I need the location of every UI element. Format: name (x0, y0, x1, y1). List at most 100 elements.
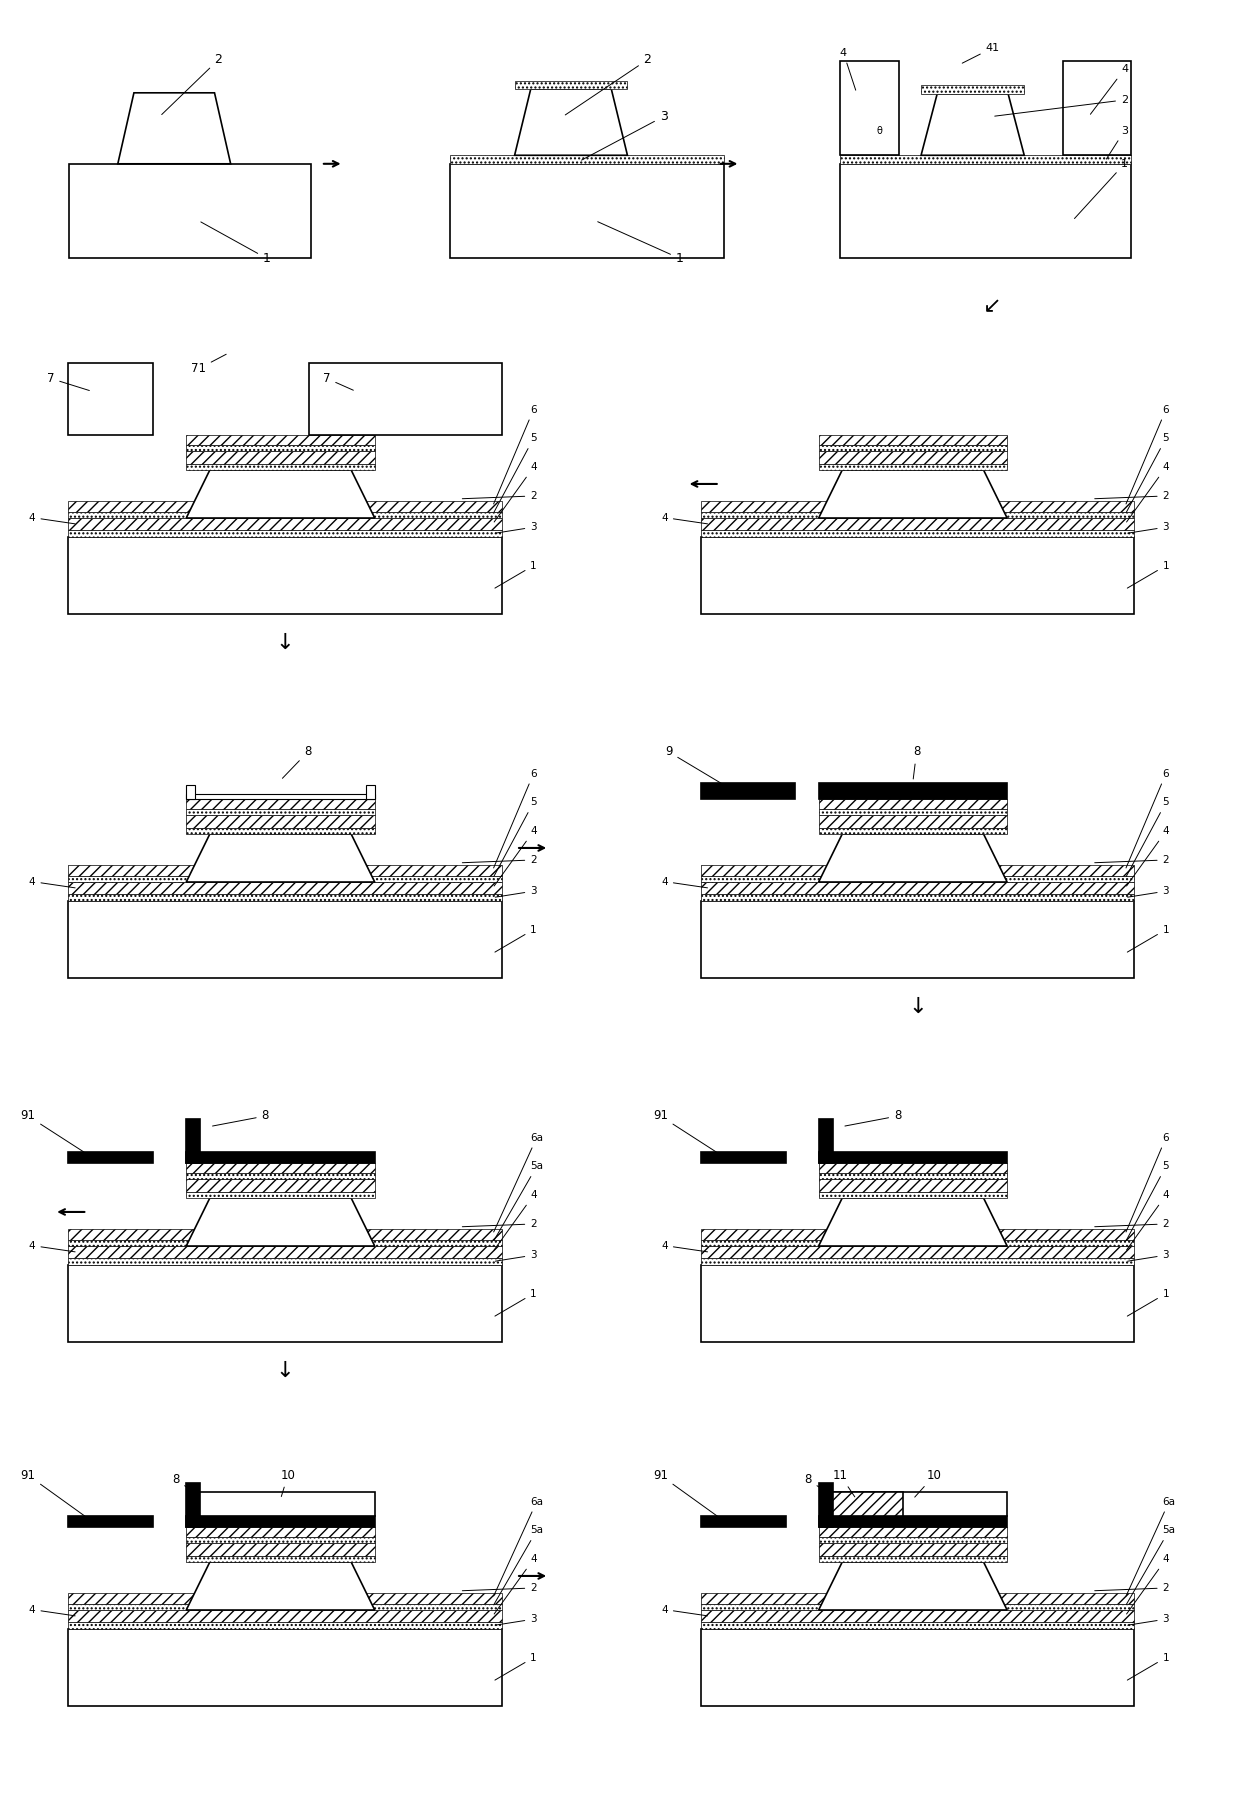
Text: 6: 6 (1126, 768, 1169, 868)
Bar (818, 1179, 1007, 1192)
Bar (701, 1228, 1135, 1239)
Text: 6: 6 (494, 768, 537, 868)
Polygon shape (818, 834, 1007, 883)
Text: β: β (103, 415, 109, 424)
Text: 8: 8 (913, 746, 920, 779)
Text: 2: 2 (1095, 1219, 1169, 1228)
Text: 1: 1 (495, 561, 537, 588)
Bar (833, 1492, 1007, 1516)
Bar (1063, 60, 1131, 155)
Polygon shape (818, 470, 1007, 519)
Text: 1: 1 (495, 1653, 537, 1680)
Bar (68, 1603, 502, 1611)
Polygon shape (186, 834, 374, 883)
Text: 71: 71 (191, 355, 226, 375)
Bar (68, 519, 502, 530)
Text: 3: 3 (1127, 1614, 1169, 1625)
Bar (186, 446, 374, 451)
Bar (818, 1152, 1007, 1163)
Text: 6a: 6a (494, 1496, 543, 1596)
Text: 4: 4 (29, 513, 76, 524)
Text: ↓: ↓ (275, 633, 295, 652)
Bar (68, 1247, 502, 1258)
Text: 6: 6 (494, 404, 537, 504)
Text: 4: 4 (839, 47, 856, 91)
Bar (701, 783, 795, 799)
Bar (68, 875, 502, 883)
Bar (186, 451, 374, 464)
Polygon shape (515, 89, 627, 155)
Bar (515, 80, 627, 89)
Bar (68, 511, 502, 519)
Bar (701, 1611, 1135, 1622)
Bar (818, 1483, 833, 1527)
Polygon shape (118, 93, 231, 164)
Text: 4: 4 (661, 513, 708, 524)
Bar (701, 1239, 1135, 1247)
Text: 5: 5 (1126, 1161, 1169, 1241)
Text: 5a: 5a (494, 1161, 543, 1241)
Text: 1: 1 (1127, 1289, 1169, 1316)
Bar (68, 1516, 154, 1527)
Text: 4: 4 (29, 1241, 76, 1252)
Text: 4: 4 (495, 1190, 537, 1250)
Text: 3: 3 (1106, 126, 1128, 158)
Text: 11: 11 (833, 1469, 854, 1496)
Text: 3: 3 (1127, 1250, 1169, 1261)
Polygon shape (186, 470, 374, 519)
Bar (841, 164, 1131, 258)
Bar (833, 1492, 904, 1516)
Text: 3: 3 (495, 1250, 537, 1261)
Bar (701, 530, 1135, 537)
Text: 9: 9 (665, 746, 732, 790)
Bar (701, 875, 1135, 883)
Bar (186, 828, 374, 834)
Bar (818, 1192, 1007, 1198)
Bar (921, 86, 1024, 95)
Text: 91: 91 (653, 1469, 722, 1520)
Bar (68, 901, 502, 977)
Text: 3: 3 (1127, 522, 1169, 533)
Polygon shape (186, 1562, 374, 1611)
Bar (186, 1192, 374, 1198)
Text: 4: 4 (29, 1605, 76, 1616)
Bar (186, 1174, 374, 1179)
Bar (701, 883, 1135, 894)
Bar (186, 1483, 201, 1527)
Bar (186, 1538, 374, 1543)
Text: 2: 2 (994, 95, 1128, 116)
Bar (186, 799, 374, 810)
Text: 6a: 6a (1126, 1496, 1176, 1596)
Text: ↓: ↓ (908, 997, 928, 1016)
Text: 4: 4 (1090, 64, 1128, 115)
Text: 3: 3 (495, 886, 537, 897)
Bar (701, 1152, 786, 1163)
Bar (701, 1622, 1135, 1629)
Bar (68, 1228, 502, 1239)
Bar (68, 1622, 502, 1629)
Bar (701, 1516, 786, 1527)
Text: 91: 91 (653, 1110, 722, 1156)
Text: 8: 8 (283, 746, 311, 779)
Bar (450, 155, 724, 164)
Bar (186, 1556, 374, 1562)
Text: 2: 2 (463, 1583, 537, 1592)
Text: 3: 3 (495, 1614, 537, 1625)
Bar (186, 435, 374, 446)
Polygon shape (818, 1562, 1007, 1611)
Bar (818, 828, 1007, 834)
Text: 3: 3 (495, 522, 537, 533)
Text: 2: 2 (1095, 1583, 1169, 1592)
Bar (701, 1265, 1135, 1341)
Bar (186, 1119, 201, 1163)
Text: 4: 4 (29, 877, 76, 888)
Bar (701, 537, 1135, 613)
Text: 5: 5 (494, 433, 537, 513)
Bar (818, 1527, 1007, 1538)
Bar (68, 883, 502, 894)
Bar (701, 501, 1135, 511)
Bar (818, 1538, 1007, 1543)
Text: 2: 2 (1095, 855, 1169, 864)
Bar (818, 446, 1007, 451)
Bar (186, 794, 374, 799)
